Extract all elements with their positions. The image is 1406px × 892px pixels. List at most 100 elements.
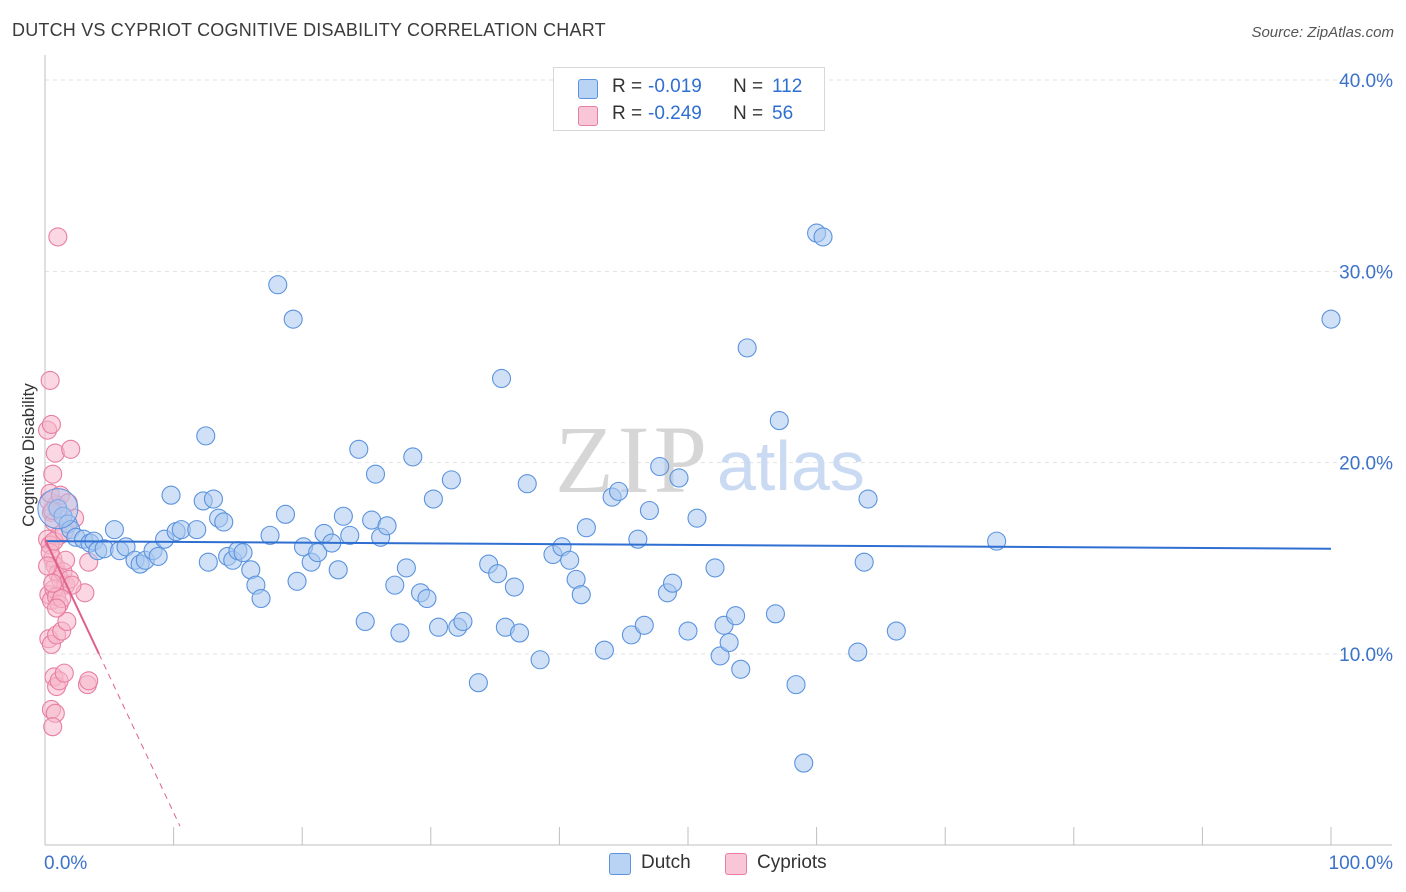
dutch-point bbox=[491, 368, 512, 389]
dutch-point bbox=[634, 615, 654, 635]
dutch-point bbox=[340, 525, 360, 545]
dutch-point bbox=[328, 560, 348, 580]
x-tick-label-min: 0.0% bbox=[44, 853, 87, 874]
dutch-point bbox=[710, 646, 730, 666]
source-label: Source: ZipAtlas.com bbox=[1251, 24, 1394, 41]
dutch-point bbox=[251, 588, 271, 609]
dutch-point bbox=[669, 468, 689, 488]
legend-dutch-n-label: N = bbox=[733, 76, 764, 97]
dutch-point bbox=[214, 512, 234, 532]
dutch-point bbox=[365, 464, 386, 484]
cypriots-trend-line bbox=[44, 538, 100, 655]
dutch-point bbox=[987, 531, 1007, 551]
dutch-point bbox=[428, 617, 449, 637]
dutch-point bbox=[509, 623, 530, 643]
bottom-cyp-label: Cypriots bbox=[757, 852, 827, 873]
dutch-point bbox=[187, 520, 207, 540]
dutch-point bbox=[705, 558, 725, 578]
dutch-point bbox=[719, 632, 739, 653]
watermark-atlas: atlas bbox=[717, 427, 865, 505]
legend-cyp-r-label: R = bbox=[612, 103, 643, 124]
bottom-dutch-label: Dutch bbox=[641, 852, 691, 873]
dutch-points bbox=[37, 223, 1341, 773]
dutch-point bbox=[268, 275, 288, 295]
y-axis-title: Cognitive Disability bbox=[19, 383, 38, 527]
legend-dutch-n-value: 112 bbox=[772, 76, 803, 97]
dutch-point bbox=[594, 640, 614, 660]
dutch-point bbox=[858, 489, 878, 509]
dutch-point bbox=[731, 659, 751, 679]
cypriots-point bbox=[61, 439, 81, 459]
dutch-point bbox=[196, 426, 216, 446]
trend-layer bbox=[44, 538, 1332, 827]
dutch-point bbox=[233, 543, 253, 563]
watermark: ZIP atlas bbox=[555, 406, 865, 513]
dutch-point bbox=[786, 675, 806, 695]
dutch-point bbox=[287, 571, 307, 591]
dutch-point bbox=[765, 604, 785, 624]
cypriots-point bbox=[47, 598, 67, 618]
bottom-cyp-swatch bbox=[725, 853, 747, 875]
cypriots-point bbox=[57, 611, 77, 632]
dutch-point bbox=[390, 623, 410, 643]
cypriots-point bbox=[43, 717, 63, 737]
y-tick-label: 30.0% bbox=[1339, 262, 1393, 283]
legend-cyp-n-label: N = bbox=[733, 103, 764, 124]
dutch-point-cluster bbox=[37, 488, 79, 530]
dutch-point bbox=[488, 564, 508, 584]
dutch-point bbox=[260, 525, 280, 545]
legend-dutch-r-value: -0.019 bbox=[648, 76, 702, 97]
dutch-point bbox=[355, 611, 375, 632]
cypriots-point bbox=[40, 370, 60, 390]
stats-legend: R = -0.019 N = 112 R = -0.249 N = 56 bbox=[553, 67, 825, 131]
dutch-point bbox=[886, 621, 906, 641]
cypriots-point bbox=[48, 227, 68, 247]
dutch-point bbox=[678, 621, 698, 641]
dutch-trend-line bbox=[44, 540, 1332, 550]
dutch-point bbox=[530, 650, 550, 670]
y-tick-label: 40.0% bbox=[1339, 71, 1393, 92]
dutch-point bbox=[813, 227, 833, 247]
legend-cyp-r-value: -0.249 bbox=[648, 103, 702, 124]
dutch-point bbox=[769, 411, 789, 431]
cypriots-point bbox=[56, 550, 76, 570]
dutch-point bbox=[203, 489, 224, 509]
cypriots-point bbox=[79, 671, 99, 691]
legend-dutch-r-label: R = bbox=[612, 76, 643, 97]
dutch-point bbox=[283, 309, 303, 329]
dutch-point bbox=[687, 508, 707, 528]
dutch-point bbox=[621, 625, 641, 645]
dutch-point bbox=[848, 642, 868, 662]
dutch-point bbox=[726, 606, 746, 626]
dutch-point bbox=[333, 506, 353, 526]
dutch-point bbox=[396, 558, 416, 578]
dutch-point bbox=[417, 588, 437, 609]
dutch-point bbox=[854, 552, 874, 572]
dutch-point bbox=[161, 485, 181, 505]
x-tick-label-max: 100.0% bbox=[1329, 853, 1394, 874]
dutch-point bbox=[468, 673, 488, 693]
cypriots-point bbox=[62, 575, 82, 595]
legend-cyp-n-value: 56 bbox=[772, 103, 794, 124]
dutch-point bbox=[403, 447, 423, 467]
dutch-point bbox=[349, 439, 369, 459]
dutch-point bbox=[104, 520, 124, 540]
dutch-point bbox=[453, 611, 473, 632]
dutch-point bbox=[385, 575, 405, 595]
dutch-point bbox=[571, 585, 591, 605]
dutch-point bbox=[650, 456, 670, 477]
watermark-zip: ZIP bbox=[555, 406, 711, 513]
y-tick-label: 10.0% bbox=[1339, 645, 1393, 666]
dutch-point bbox=[576, 518, 596, 538]
dutch-swatch bbox=[578, 79, 598, 99]
dutch-point bbox=[794, 753, 814, 773]
dutch-point bbox=[639, 500, 659, 521]
dutch-point bbox=[148, 546, 168, 566]
cypriots-point bbox=[41, 414, 61, 434]
chart-title: DUTCH VS CYPRIOT COGNITIVE DISABILITY CO… bbox=[12, 20, 606, 40]
cypriots-point bbox=[43, 464, 63, 484]
cypriots-point bbox=[54, 663, 74, 683]
cypriots-point bbox=[43, 573, 63, 593]
dutch-point bbox=[377, 516, 397, 536]
